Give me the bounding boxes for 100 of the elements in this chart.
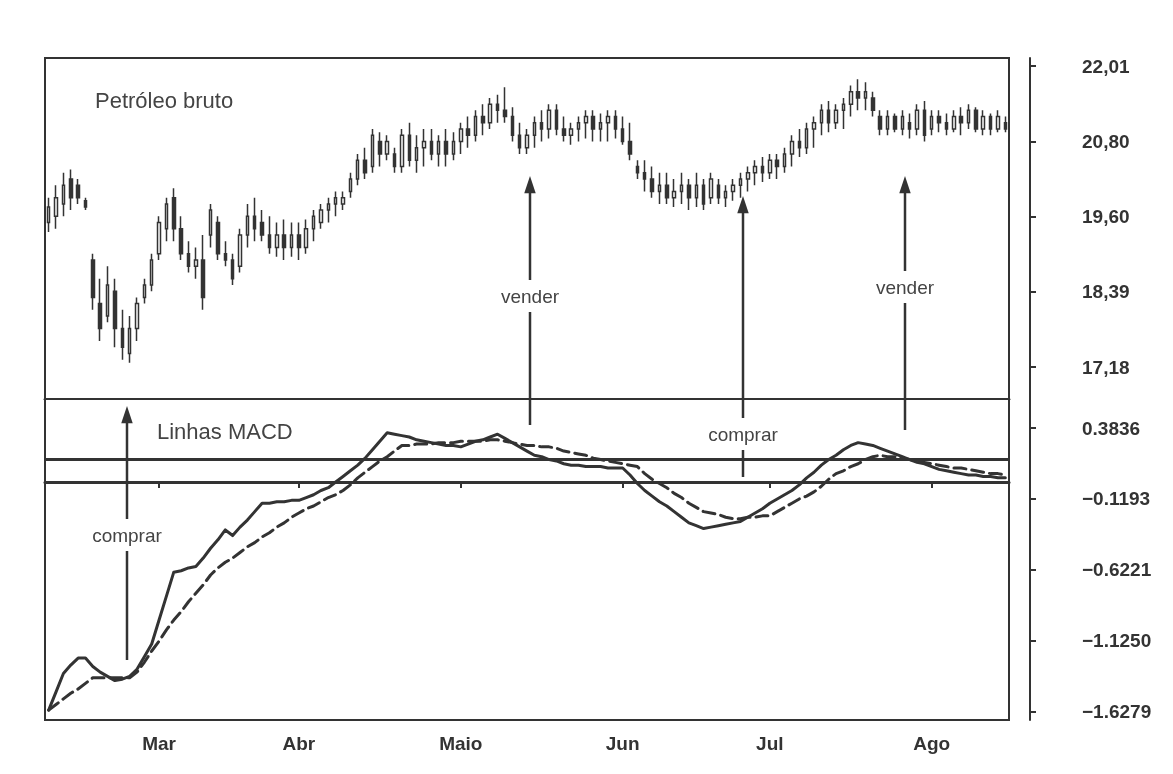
candlestick bbox=[973, 106, 979, 133]
x-tick-label: Jun bbox=[605, 733, 640, 754]
candlestick bbox=[568, 122, 574, 146]
candlestick bbox=[701, 178, 706, 211]
candlestick bbox=[708, 171, 714, 205]
annotation: vender bbox=[875, 276, 935, 298]
candlestick bbox=[782, 147, 787, 174]
candlestick bbox=[83, 196, 88, 211]
candlestick bbox=[900, 109, 905, 137]
candlestick bbox=[149, 253, 154, 292]
candlestick bbox=[767, 153, 773, 180]
candlestick bbox=[760, 156, 765, 183]
x-tick-label: Abr bbox=[282, 733, 316, 754]
candlestick bbox=[502, 86, 508, 124]
candlestick bbox=[936, 109, 942, 133]
candlestick bbox=[841, 97, 846, 130]
candlestick bbox=[200, 234, 206, 311]
x-tick-label: Jul bbox=[756, 733, 784, 754]
candlestick bbox=[495, 94, 500, 124]
candlestick bbox=[752, 159, 758, 186]
candlestick bbox=[333, 190, 338, 218]
candlestick bbox=[252, 196, 257, 243]
candlestick bbox=[318, 203, 324, 230]
candlestick bbox=[716, 178, 721, 205]
candlestick bbox=[524, 128, 530, 155]
candlestick bbox=[326, 196, 331, 224]
candlestick bbox=[811, 115, 817, 149]
candlestick bbox=[914, 103, 920, 137]
candlestick bbox=[377, 131, 383, 168]
candlestick bbox=[303, 218, 309, 255]
candlestick bbox=[75, 178, 81, 205]
candlestick bbox=[561, 115, 567, 143]
candlestick bbox=[554, 103, 559, 137]
candlestick bbox=[407, 122, 412, 168]
candlestick bbox=[487, 97, 493, 130]
candlestick bbox=[186, 240, 191, 274]
candlestick bbox=[97, 277, 103, 342]
y-tick-label: 0.3836 bbox=[1082, 417, 1141, 439]
candlestick bbox=[877, 109, 883, 137]
candlestick bbox=[649, 165, 655, 199]
y-tick-label: 20,80 bbox=[1082, 131, 1130, 153]
y-tick-label: −1.1250 bbox=[1082, 629, 1152, 651]
annotation: vender bbox=[500, 285, 560, 307]
candlestick bbox=[642, 159, 647, 193]
candlestick bbox=[473, 109, 478, 143]
candlestick bbox=[951, 109, 957, 133]
candlestick bbox=[833, 103, 839, 130]
candlestick bbox=[738, 171, 743, 199]
candlestick bbox=[510, 106, 515, 143]
candlestick bbox=[215, 215, 221, 261]
y-tick-label: −0.1193 bbox=[1082, 488, 1151, 510]
candlestick bbox=[281, 218, 287, 261]
y-tick-label: 18,39 bbox=[1082, 281, 1130, 303]
candlestick bbox=[68, 168, 74, 211]
candlestick bbox=[436, 134, 441, 168]
candlestick bbox=[421, 128, 427, 168]
candlestick bbox=[907, 112, 912, 140]
candlestick bbox=[804, 122, 809, 155]
x-tick-label: Ago bbox=[913, 733, 951, 754]
candlestick bbox=[863, 81, 868, 112]
candlestick bbox=[819, 103, 824, 137]
candlestick bbox=[546, 103, 552, 140]
candlestick bbox=[517, 122, 522, 155]
candlestick bbox=[399, 128, 405, 174]
candlestick bbox=[429, 128, 434, 161]
candlestick bbox=[694, 171, 699, 208]
candlestick bbox=[259, 209, 265, 243]
candlestick bbox=[245, 203, 250, 249]
candlestick bbox=[237, 228, 243, 274]
x-tick-label: Mar bbox=[142, 733, 177, 754]
candlestick bbox=[267, 215, 272, 255]
candlestick bbox=[311, 209, 316, 243]
candlestick bbox=[61, 171, 66, 218]
candlestick bbox=[671, 178, 677, 208]
candlestick bbox=[627, 122, 633, 161]
candlestick bbox=[730, 178, 736, 202]
x-tick-label: Maio bbox=[439, 733, 483, 754]
candlestick bbox=[223, 240, 228, 267]
candlestick bbox=[583, 109, 589, 140]
y-tick-label: 17,18 bbox=[1082, 356, 1130, 378]
candlestick bbox=[451, 131, 456, 161]
candlestick bbox=[745, 165, 751, 193]
candlestick bbox=[127, 315, 132, 364]
candlestick bbox=[348, 171, 353, 199]
candlestick bbox=[230, 253, 235, 286]
candlestick bbox=[848, 84, 854, 118]
candlestick bbox=[134, 296, 140, 342]
y-tick-label: −1.6279 bbox=[1082, 700, 1152, 722]
candlestick bbox=[171, 187, 177, 243]
candlestick bbox=[613, 109, 618, 140]
candlestick bbox=[870, 90, 876, 118]
candlestick bbox=[465, 115, 471, 149]
candlestick bbox=[885, 109, 890, 137]
candlestick bbox=[458, 122, 464, 155]
candlestick bbox=[532, 115, 537, 149]
annotation: comprar bbox=[92, 524, 163, 546]
candlestick bbox=[164, 196, 169, 243]
candlestick bbox=[539, 109, 544, 143]
candlestick bbox=[723, 184, 728, 208]
candlestick bbox=[443, 128, 449, 168]
